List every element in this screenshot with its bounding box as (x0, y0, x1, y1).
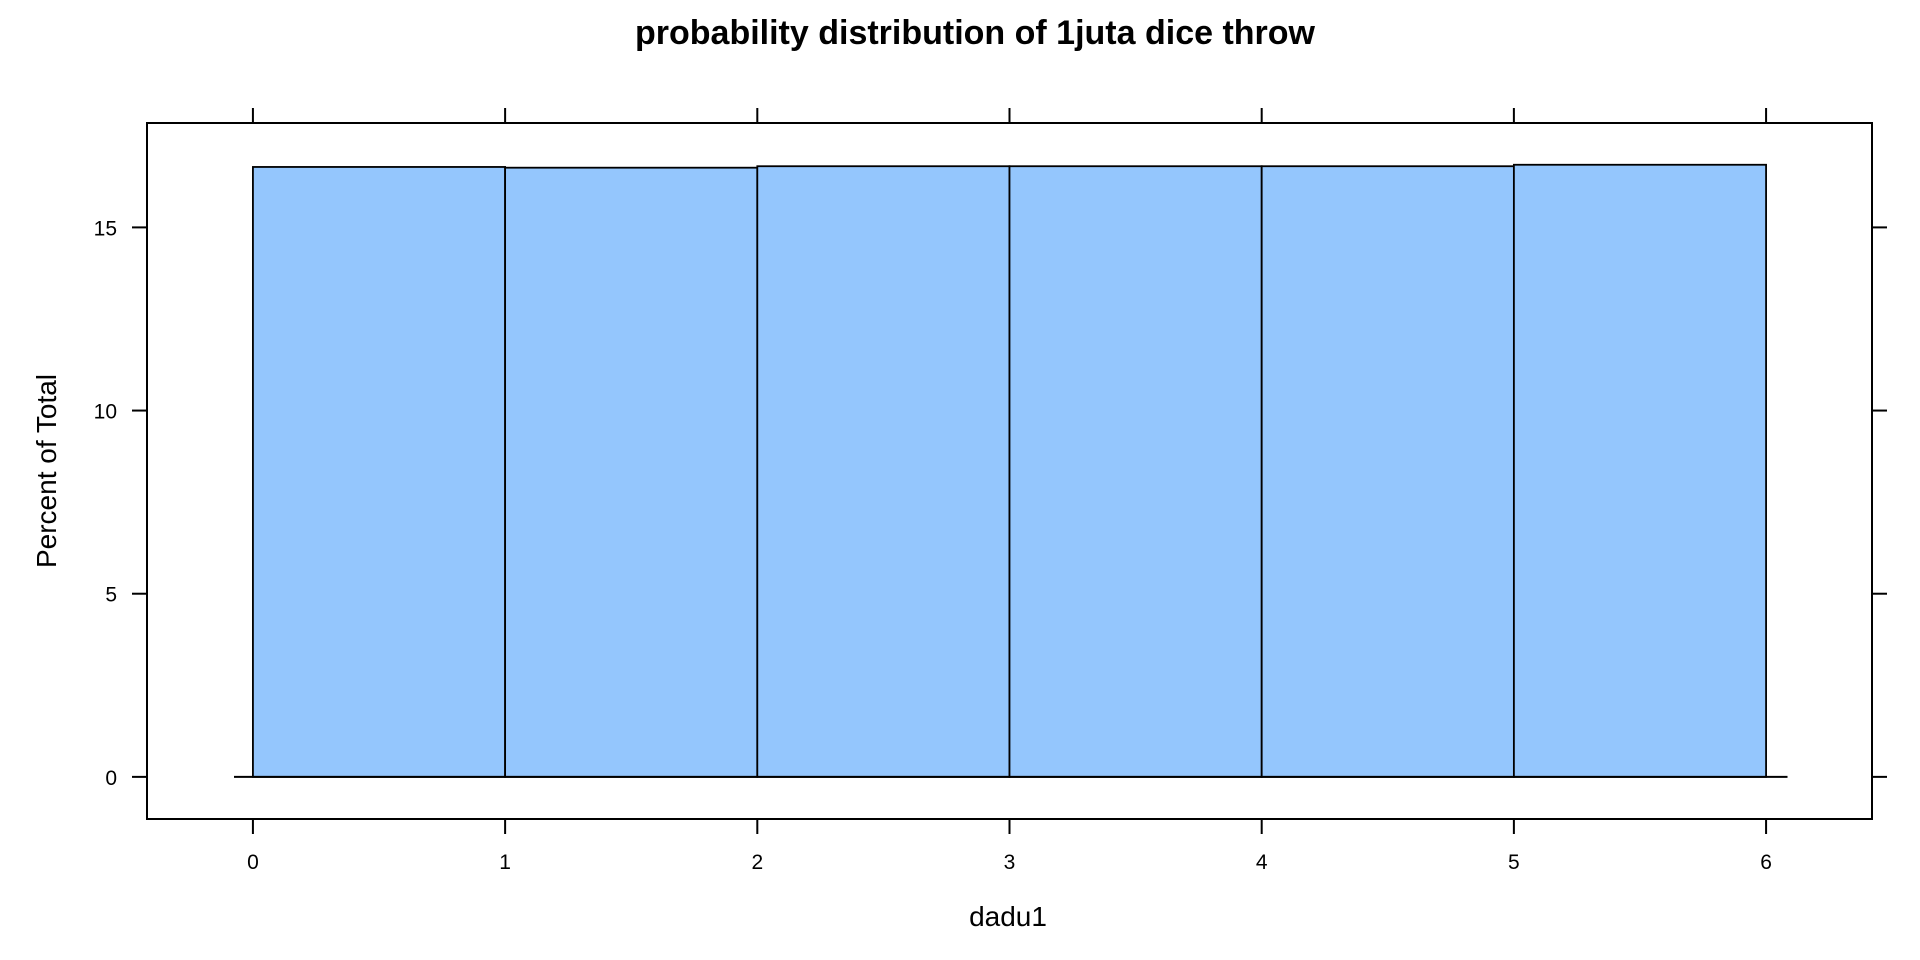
y-tick-label-1: 5 (105, 584, 117, 607)
x-tick-label-3: 3 (1004, 851, 1016, 874)
x-tick-label-6: 6 (1760, 851, 1772, 874)
x-tick-label-2: 2 (751, 851, 763, 874)
x-tick-label-5: 5 (1508, 851, 1520, 874)
y-axis-label: Percent of Total (31, 374, 62, 568)
bars-layer (234, 163, 1788, 778)
x-tick-label-0: 0 (247, 851, 259, 874)
histogram-bar-0 (252, 166, 507, 778)
histogram-bar-2 (756, 165, 1011, 778)
histogram-bar-1 (504, 166, 759, 778)
x-axis-label: dadu1 (969, 901, 1047, 932)
histogram-bar-4 (1260, 165, 1515, 778)
histogram-bar-3 (1008, 165, 1263, 778)
y-axis: 0 5 10 15 (94, 217, 1887, 790)
y-tick-label-3: 15 (94, 217, 117, 240)
chart-title: probability distribution of 1juta dice t… (635, 14, 1316, 52)
x-tick-label-1: 1 (499, 851, 511, 874)
histogram-bar-5 (1512, 163, 1767, 778)
y-tick-label-2: 10 (94, 401, 117, 424)
x-tick-label-4: 4 (1256, 851, 1268, 874)
x-axis: 0 1 2 3 4 5 6 (247, 108, 1772, 874)
y-tick-label-0: 0 (105, 767, 117, 790)
